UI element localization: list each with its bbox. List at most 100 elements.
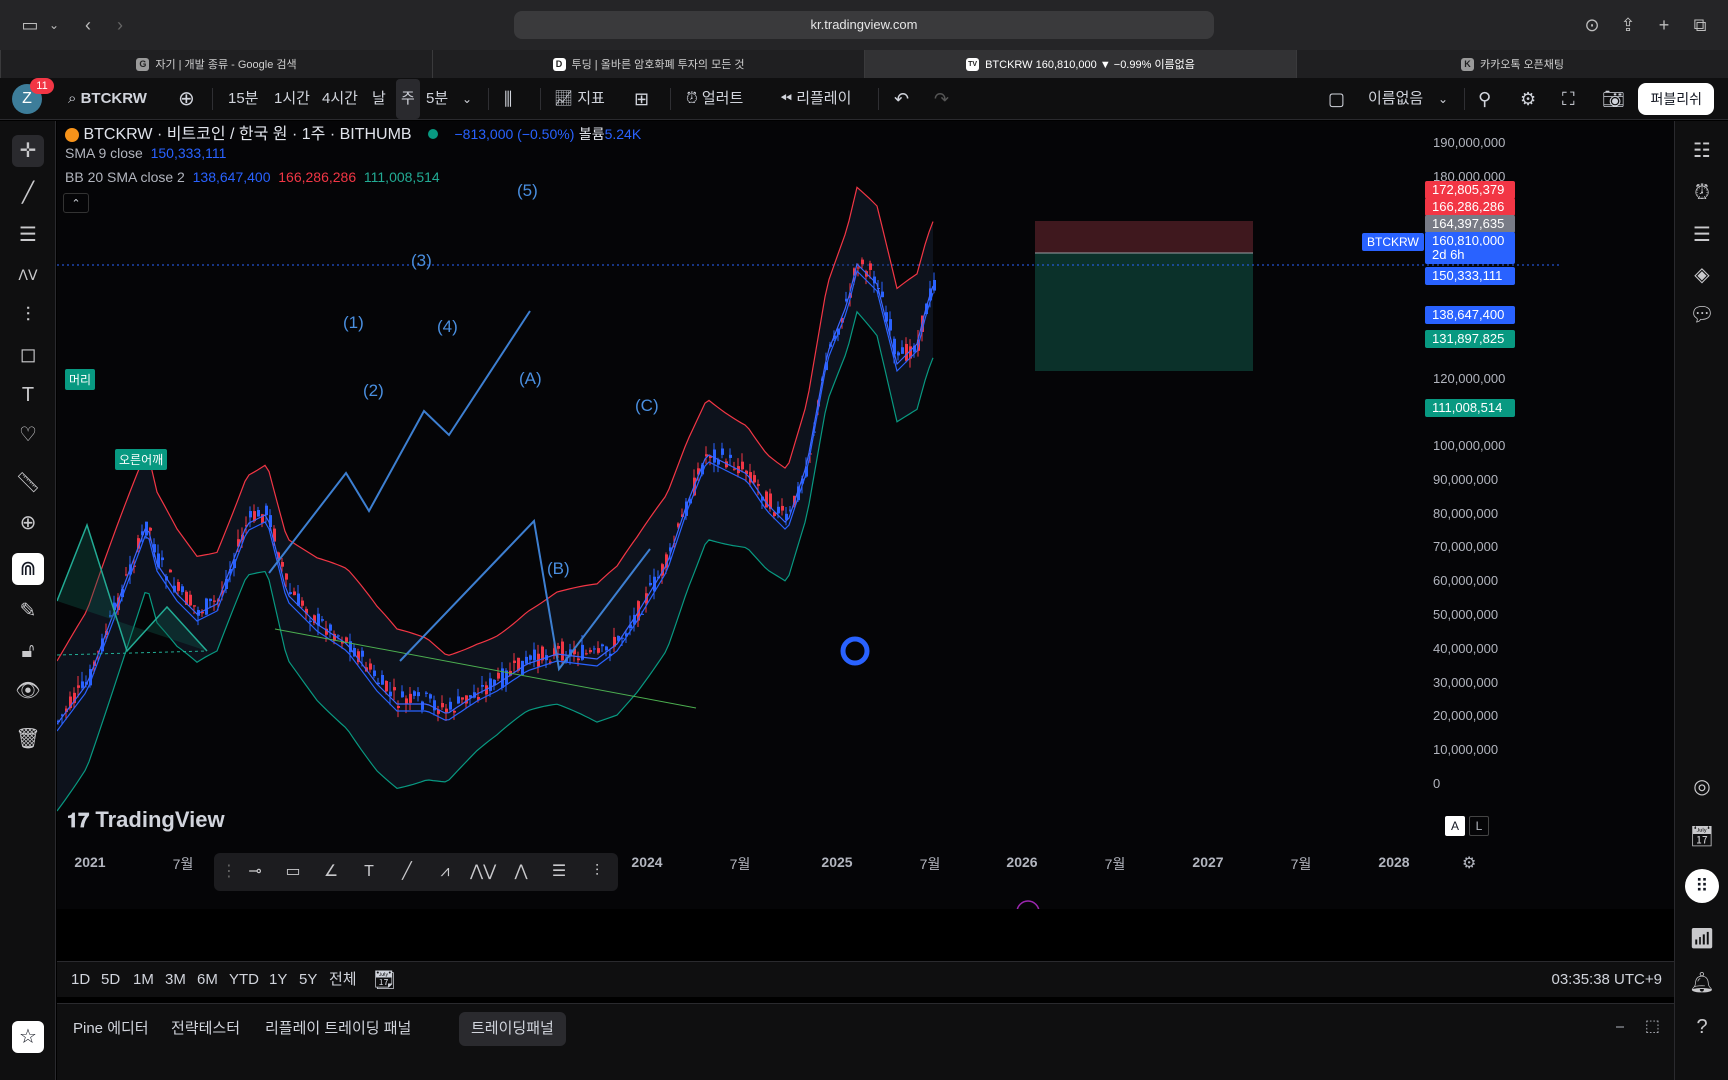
go-to-date-icon[interactable]: 📆︎ <box>373 970 396 990</box>
browser-tab-active[interactable]: TV BTCKRW 160,810,000 ▼ −0.99% 이름없음 <box>864 50 1296 78</box>
sma-legend[interactable]: SMA 9 close 150,333,111 <box>65 145 226 161</box>
alarm-clock-icon[interactable]: ⏰︎ <box>1694 182 1710 204</box>
prediction-icon[interactable]: ⫶ <box>25 304 31 326</box>
interval-1h[interactable]: 1시간 <box>274 90 310 107</box>
forward-icon[interactable]: › <box>117 15 123 35</box>
take-profit-zone[interactable] <box>1035 253 1253 371</box>
pattern-icon[interactable]: ᐱᐯ <box>18 267 38 283</box>
layout-name[interactable]: 이름없음 <box>1368 90 1424 107</box>
event-icon[interactable] <box>1016 900 1040 909</box>
browser-tab[interactable]: D 투딩 | 올바른 암호화폐 투자의 모든 것 <box>432 50 864 78</box>
range-button[interactable]: 전체 <box>329 971 357 988</box>
text-tool-icon[interactable]: T <box>21 384 35 406</box>
interval-15m[interactable]: 15분 <box>228 90 259 107</box>
pencil-lock-icon[interactable]: ✎ <box>19 600 37 622</box>
layers-icon[interactable]: ◈ <box>1694 264 1710 286</box>
line-icon[interactable]: ╱ <box>402 863 412 880</box>
back-icon[interactable]: ‹ <box>85 15 91 35</box>
tab-trading-panel[interactable]: 트레이딩패널 <box>459 1012 566 1046</box>
indicators-button[interactable]: 📈︎ 지표 <box>554 78 605 120</box>
head-shoulders-pattern[interactable] <box>57 525 207 651</box>
redo-icon[interactable]: ↷ <box>934 89 950 109</box>
horizontal-ray-icon[interactable]: ⊸ <box>248 863 262 880</box>
interval-day[interactable]: 날 <box>372 90 386 107</box>
crosshair-icon[interactable]: ✛ <box>12 135 44 167</box>
calendar-icon[interactable]: 📅︎ <box>1689 826 1715 848</box>
range-button[interactable]: 1Y <box>269 971 288 988</box>
layout-square-icon[interactable]: ▢ <box>1328 89 1346 109</box>
clock[interactable]: 03:35:38 UTC+9 <box>1551 971 1663 988</box>
tab-strategy-tester[interactable]: 전략테스터 <box>171 1020 241 1037</box>
chevron-down-icon[interactable]: ⌄ <box>1438 92 1449 106</box>
rectangle-icon[interactable]: ▭ <box>285 863 301 880</box>
browser-tab[interactable]: K 카카오톡 오픈채팅 <box>1296 50 1728 78</box>
eye-icon[interactable]: 👁︎ <box>15 680 41 702</box>
apps-grid-icon[interactable]: ⠿ <box>1685 869 1719 903</box>
chat-icon[interactable]: 💬︎ <box>1689 304 1715 326</box>
favorites-star-icon[interactable]: ☆ <box>12 1021 44 1053</box>
trash-icon[interactable]: 🗑︎ <box>15 728 41 750</box>
watchlist-icon[interactable]: ☷ <box>1693 140 1711 162</box>
ruler-icon[interactable]: 📏︎ <box>15 472 41 494</box>
quick-search-icon[interactable]: ⚲ <box>1478 89 1492 109</box>
interval-4h[interactable]: 4시간 <box>322 90 358 107</box>
drag-handle-icon[interactable]: ⋮ <box>221 863 237 880</box>
bell-icon[interactable]: 🔔︎ <box>1689 972 1715 994</box>
minimize-icon[interactable]: ⎯ <box>1615 1018 1624 1035</box>
tabs-overview-icon[interactable]: ⧉ <box>1693 15 1707 35</box>
object-tree-icon[interactable]: ☰ <box>1693 224 1711 246</box>
text-icon[interactable]: T <box>364 863 374 880</box>
range-button[interactable]: 3M <box>165 971 186 988</box>
range-button[interactable]: 1D <box>71 971 91 988</box>
shape-rectangle-icon[interactable]: ◻ <box>19 344 37 366</box>
sidebar-icon[interactable]: ▭ <box>21 15 39 35</box>
trend-line[interactable] <box>274 628 697 709</box>
help-icon[interactable]: ? <box>1696 1016 1708 1038</box>
camera-icon[interactable]: 📷︎ <box>1602 89 1625 109</box>
range-button[interactable]: 1M <box>133 971 154 988</box>
interval-5m[interactable]: 5분 <box>426 90 449 107</box>
fib-lines-icon[interactable]: ☰ <box>19 224 37 246</box>
replay-button[interactable]: ⏪︎ 리플레이 <box>780 78 851 120</box>
trendline-icon[interactable]: ╱ <box>21 182 35 204</box>
stop-loss-zone[interactable] <box>1035 221 1253 253</box>
range-button[interactable]: 5Y <box>299 971 318 988</box>
corrective-wave[interactable] <box>399 518 651 672</box>
heart-icon[interactable]: ♡ <box>19 424 37 446</box>
undo-icon[interactable]: ↶ <box>894 89 910 109</box>
collapse-legend-icon[interactable]: ⌃ <box>63 193 89 213</box>
settings-gear-icon[interactable]: ⚙ <box>1520 89 1537 109</box>
range-button[interactable]: 6M <box>197 971 218 988</box>
bb-legend[interactable]: BB 20 SMA close 2 138,647,400 166,286,28… <box>65 169 440 185</box>
circle-marker[interactable] <box>840 636 870 666</box>
zoom-in-icon[interactable]: ⊕ <box>19 512 37 534</box>
magnet-icon[interactable]: ⋒ <box>12 553 44 585</box>
log-scale-button[interactable]: L <box>1469 816 1489 836</box>
chevron-down-icon[interactable]: ⌄ <box>462 92 473 106</box>
address-bar[interactable]: kr.tradingview.com <box>514 11 1214 39</box>
axis-settings-icon[interactable]: ⚙ <box>1462 855 1477 872</box>
symbol-legend[interactable]: BTCKRW · 비트코인 / 한국 원 · 1주 · BITHUMB −813… <box>65 121 641 148</box>
angle-icon[interactable]: ∠ <box>323 863 339 880</box>
lock-icon[interactable]: 🔓︎ <box>21 640 35 662</box>
browser-tab[interactable]: G 자기 | 개발 종류 - Google 검색 <box>0 50 432 78</box>
pattern-icon[interactable]: ⩘ <box>440 863 450 880</box>
auto-scale-button[interactable]: A <box>1445 816 1465 836</box>
maximize-icon[interactable]: ⬚ <box>1644 1018 1660 1035</box>
share-icon[interactable]: ⇪ <box>1620 15 1636 35</box>
chevron-down-icon[interactable]: ⌄ <box>48 18 60 32</box>
alert-button[interactable]: ⏰︎ 얼러트 <box>686 78 743 120</box>
fib-icon[interactable]: ☰ <box>551 863 567 880</box>
stream-icon[interactable]: 📶︎ <box>1689 928 1715 950</box>
download-icon[interactable]: ⊙ <box>1584 15 1600 35</box>
compare-plus-icon[interactable]: ⊕ <box>178 88 195 110</box>
new-tab-icon[interactable]: + <box>1658 15 1670 35</box>
interval-week[interactable]: 주 <box>396 79 420 119</box>
fullscreen-icon[interactable]: ⛶ <box>1562 89 1575 109</box>
target-icon[interactable]: ◎ <box>1693 776 1711 798</box>
publish-button[interactable]: 퍼블리쉬 <box>1638 83 1714 115</box>
tab-replay-trading[interactable]: 리플레이 트레이딩 패널 <box>265 1020 412 1037</box>
candle-type-icon[interactable]: ⫼ <box>504 89 513 109</box>
channel-icon[interactable]: ⫶ <box>594 863 599 880</box>
layouts-grid-icon[interactable]: ⊞ <box>634 89 650 109</box>
